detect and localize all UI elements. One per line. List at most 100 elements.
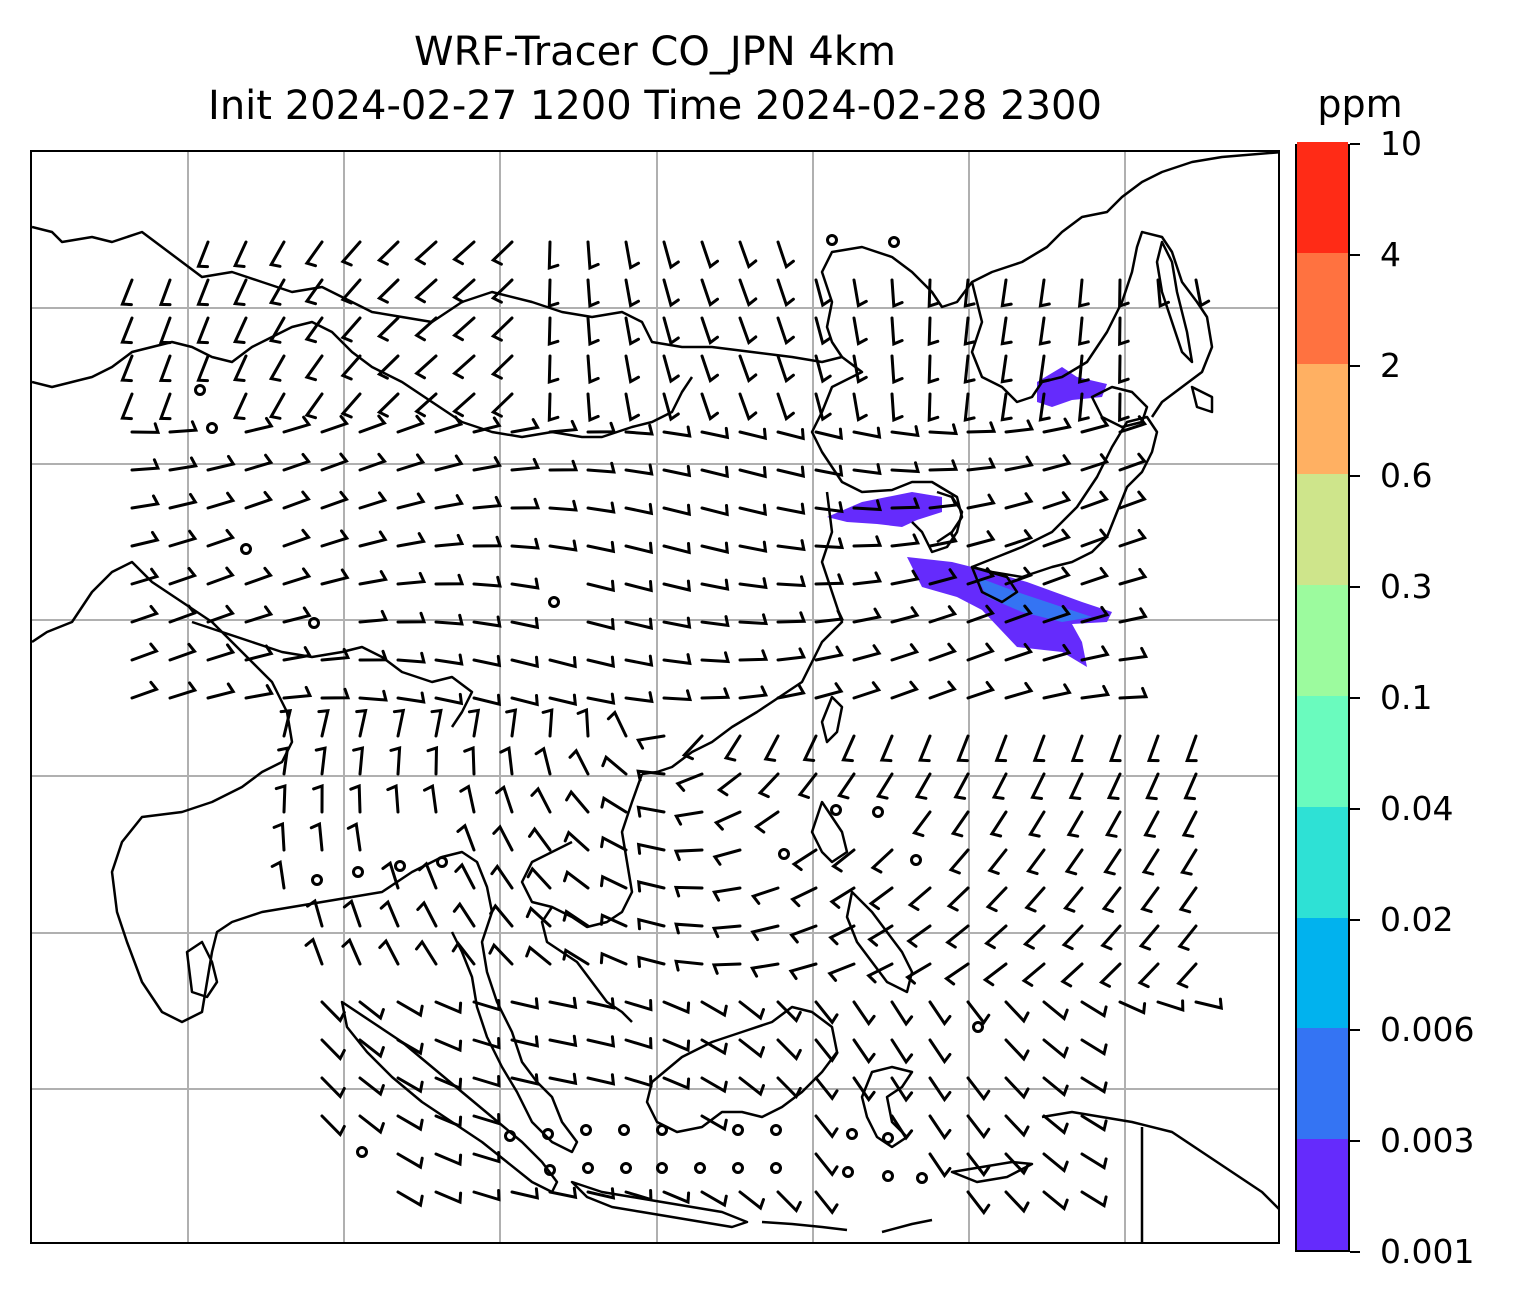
wind-barb [586, 579, 615, 593]
wind-barb [776, 1190, 802, 1214]
wind-barb [1042, 683, 1072, 700]
wind-barb [526, 866, 552, 890]
wind-barb [586, 278, 600, 309]
wind-barb [563, 869, 590, 890]
wind-barb [530, 786, 552, 814]
wind-barb [206, 566, 235, 586]
wind-barb [700, 278, 719, 308]
wind-barb [662, 616, 692, 629]
wind-barb [905, 962, 932, 985]
colorbar-segment [1297, 363, 1348, 475]
wind-barb [1022, 924, 1046, 950]
wind-barb [852, 426, 882, 439]
wind-barb [1000, 354, 1013, 384]
wind-barb [928, 642, 958, 662]
calm-wind-circle [542, 1128, 554, 1140]
wind-barb [814, 1038, 839, 1063]
wind-barb [452, 316, 476, 342]
wind-barb [757, 772, 780, 799]
wind-barb [1194, 278, 1211, 308]
wind-barb [340, 240, 362, 267]
wind-barb [956, 734, 970, 763]
wind-barb [776, 1038, 802, 1062]
coastline-gulf-thailand [540, 906, 633, 1023]
wind-barb [1004, 1152, 1030, 1176]
wind-barb [890, 569, 920, 586]
wind-barb [510, 655, 539, 669]
wind-barb [452, 392, 476, 418]
colorbar-tick-label: 10 [1380, 124, 1422, 163]
wind-barb [788, 962, 818, 980]
wind-barb [1042, 491, 1072, 510]
wind-barb [386, 783, 400, 814]
wind-barb [244, 416, 274, 434]
wind-barb [674, 922, 704, 935]
wind-barb [548, 1186, 578, 1200]
wind-barb [966, 681, 996, 700]
wind-barb [1077, 316, 1090, 346]
colorbar-tick-label: 0.006 [1380, 1010, 1475, 1050]
colorbar-segment [1297, 917, 1348, 1029]
wind-barb [434, 1190, 463, 1205]
calm-wind-circle [732, 1124, 744, 1136]
coastline-russia-east [970, 230, 1214, 418]
coastline-hokkaido [1090, 385, 1149, 429]
wind-barb [472, 495, 503, 510]
wind-barb [966, 1114, 991, 1140]
wind-barb [492, 824, 514, 852]
wind-barb [776, 392, 795, 422]
wind-barb [890, 497, 921, 510]
wind-barb [272, 821, 286, 852]
wind-barb [196, 278, 210, 307]
wind-barb [320, 414, 350, 434]
wind-barb [306, 898, 324, 928]
wind-barb [928, 531, 958, 548]
calm-wind-circle [972, 1021, 984, 1033]
calm-wind-circle [656, 1162, 668, 1174]
wind-barb [681, 734, 704, 761]
wind-barb [358, 414, 387, 434]
wind-barb [414, 278, 438, 304]
wind-barb [1070, 734, 1084, 763]
wind-barb [358, 689, 388, 702]
wind-barb [1143, 810, 1160, 838]
wind-barb [282, 567, 312, 586]
coastline-central-asia [32, 320, 694, 439]
wind-barb [1042, 1152, 1069, 1173]
wind-barb [711, 924, 742, 939]
wind-barb [662, 464, 692, 478]
calm-wind-circle [872, 806, 884, 818]
coastline-lesser-sunda [761, 1218, 933, 1234]
wind-barb [635, 734, 666, 750]
wind-barb [414, 316, 438, 342]
wind-barb [452, 240, 476, 266]
wind-barb [700, 426, 730, 440]
wind-barb [987, 848, 1008, 875]
wind-barb [472, 1037, 501, 1050]
wind-barb [662, 1190, 691, 1205]
colorbar-tick [1350, 253, 1360, 256]
map-title-line-1: WRF-Tracer CO_JPN 4km [414, 29, 896, 75]
wind-barb [814, 501, 844, 514]
wind-barb [510, 1187, 540, 1200]
wind-barb [852, 463, 882, 476]
wind-barb [879, 734, 894, 763]
wind-barb [206, 643, 236, 662]
calm-wind-circle [240, 543, 252, 555]
wind-barb [814, 682, 844, 700]
wind-barb [963, 354, 976, 384]
wind-barb [700, 316, 719, 346]
wind-barb [392, 708, 406, 738]
wind-barb [1100, 924, 1122, 951]
wind-barb [814, 1000, 839, 1025]
coastline-north [32, 152, 1278, 364]
wind-barb [396, 691, 426, 704]
wind-barb [586, 618, 615, 631]
wind-barb [341, 937, 362, 966]
map-canvas [32, 152, 1278, 1242]
wind-barb [586, 1035, 616, 1048]
wind-barb [624, 278, 640, 308]
wind-barb [586, 501, 616, 514]
wind-barb [700, 578, 730, 591]
colorbar-tick [1350, 1140, 1360, 1143]
